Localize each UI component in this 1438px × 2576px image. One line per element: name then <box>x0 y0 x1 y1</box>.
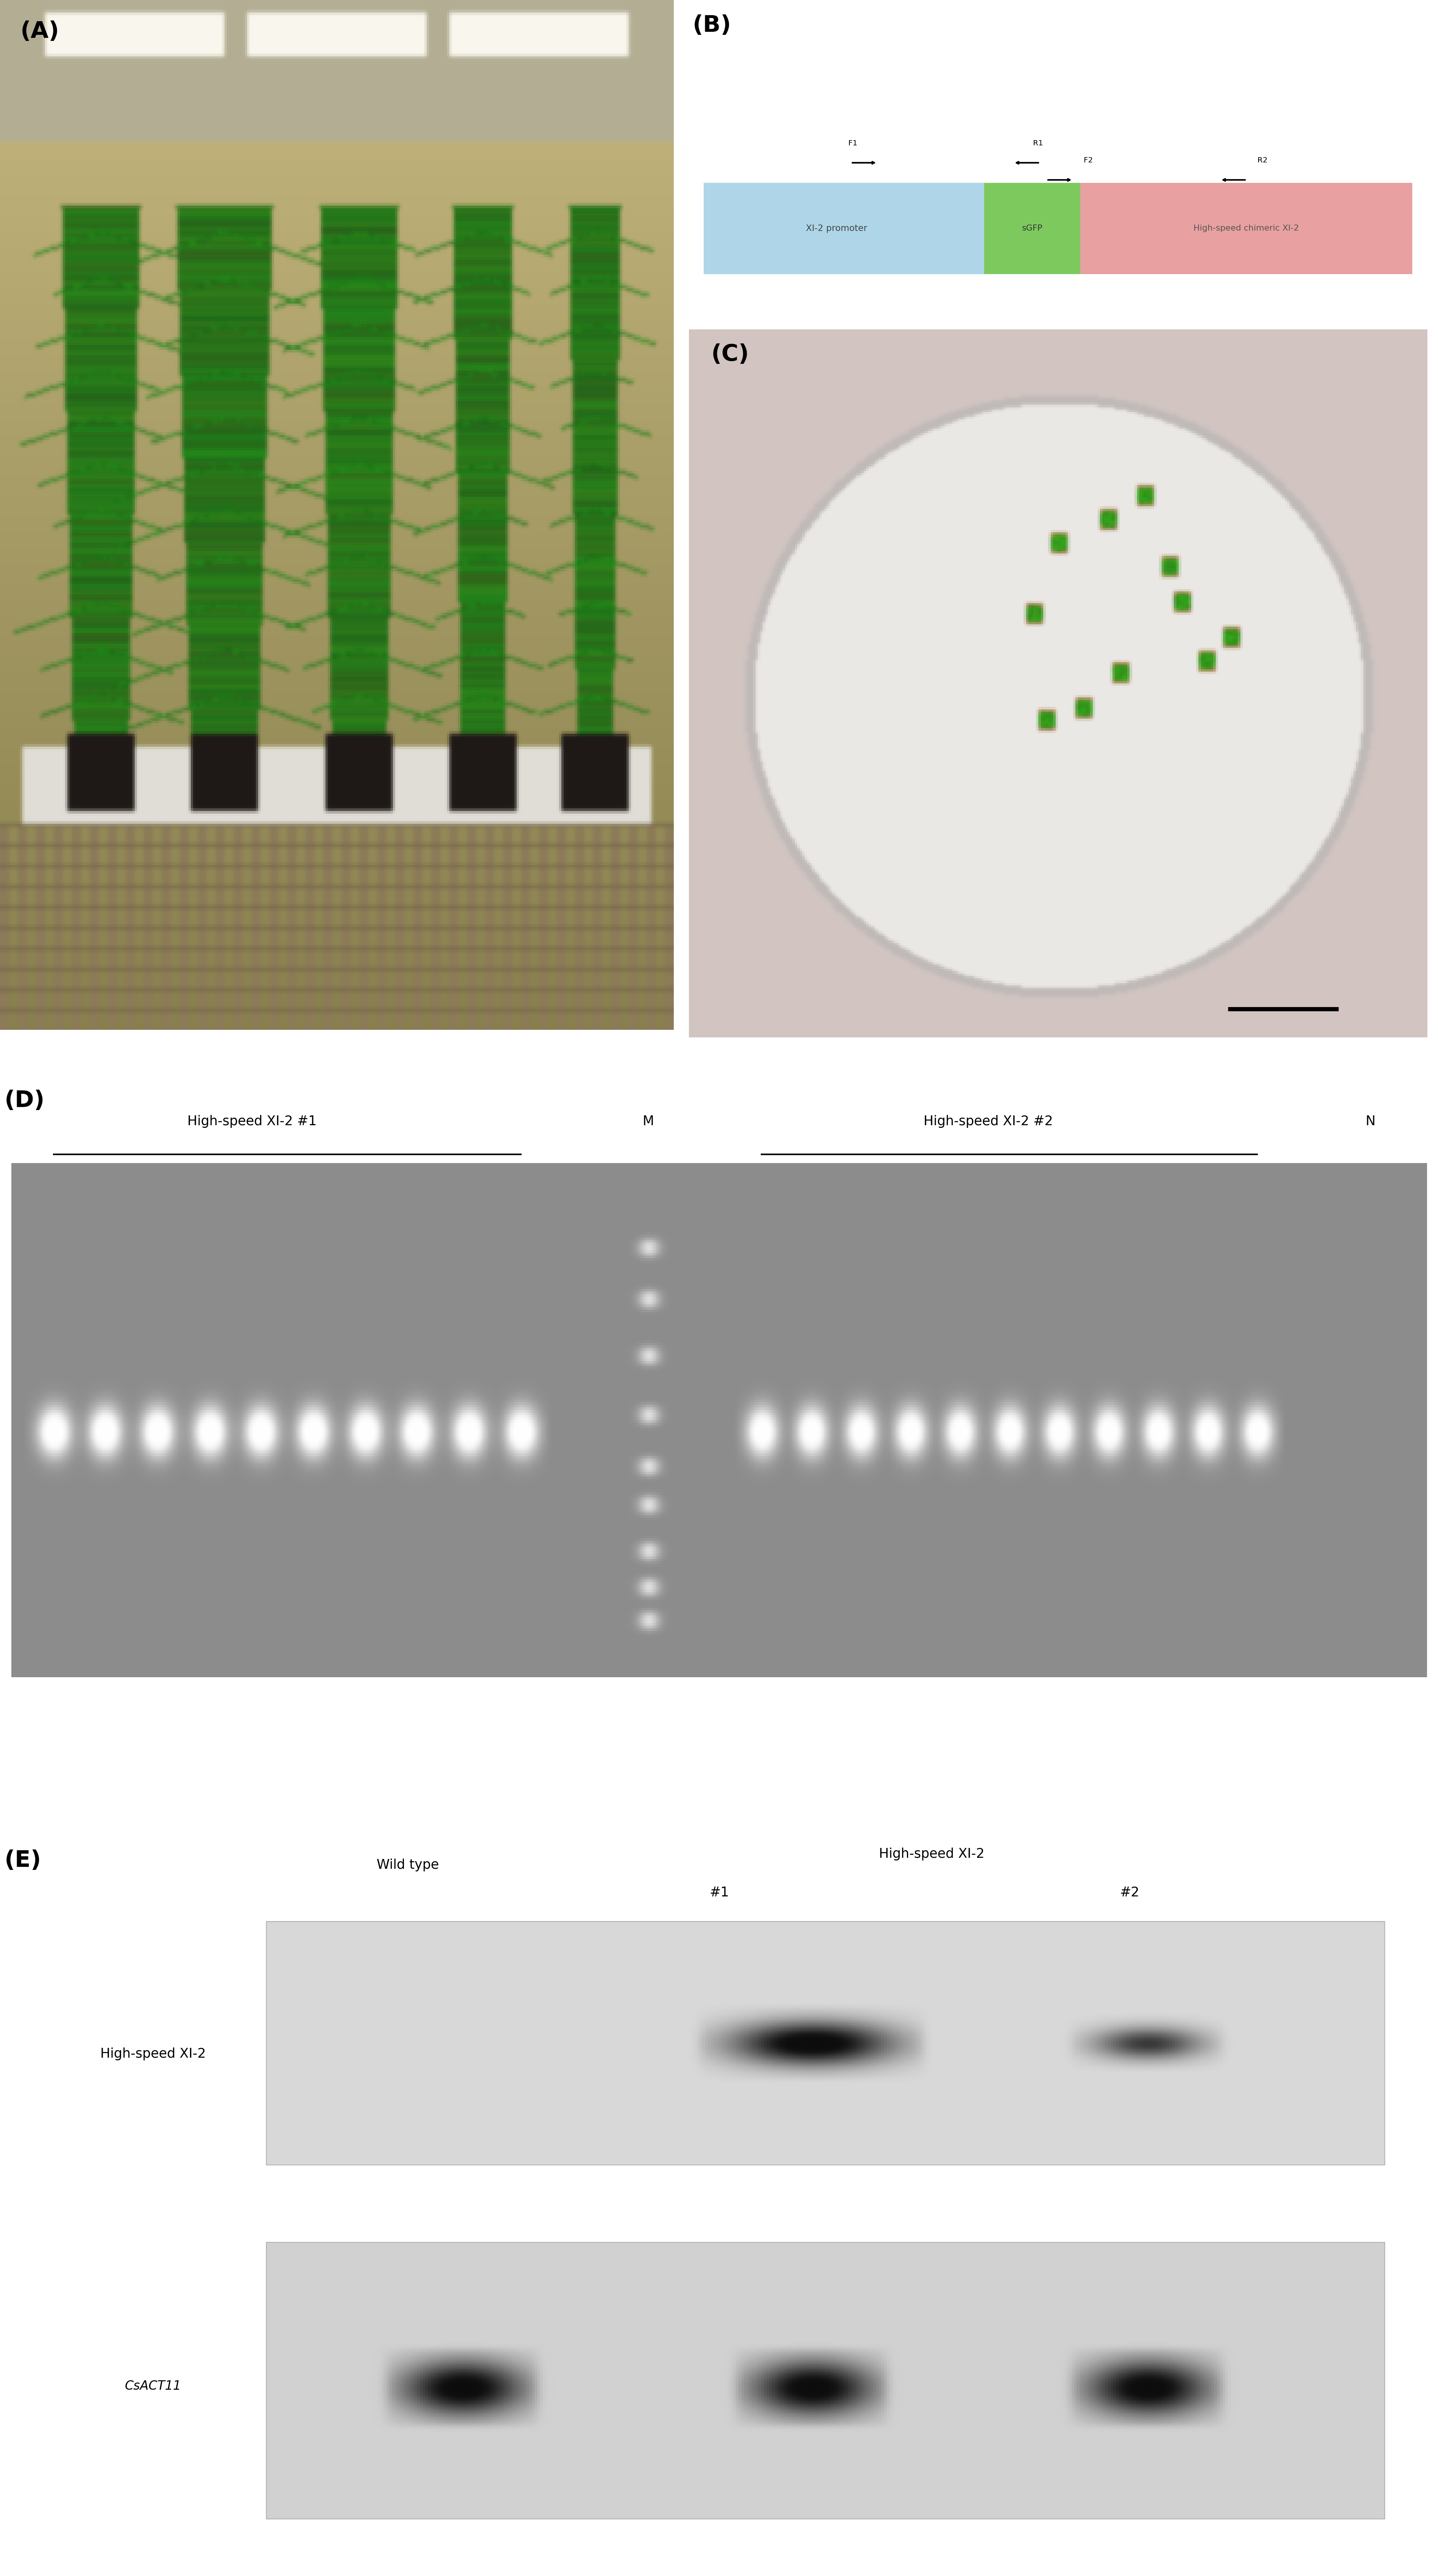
Text: #2: #2 <box>1120 1886 1139 1899</box>
Bar <box>266 1922 1385 2164</box>
Text: (A): (A) <box>20 21 59 44</box>
Text: (D): (D) <box>4 1090 45 1113</box>
Text: F1: F1 <box>848 139 857 147</box>
Bar <box>266 2241 1385 2519</box>
Text: #1: #1 <box>709 1886 729 1899</box>
Text: (B): (B) <box>693 15 732 36</box>
Text: XI-2 promoter: XI-2 promoter <box>805 224 867 232</box>
Bar <box>1080 183 1412 273</box>
Text: N: N <box>1366 1115 1375 1128</box>
Text: High-speed XI-2: High-speed XI-2 <box>101 2048 206 2061</box>
Text: R1: R1 <box>1032 139 1043 147</box>
Text: High-speed XI-2: High-speed XI-2 <box>879 1847 985 1860</box>
Text: High-speed chimeric XI-2: High-speed chimeric XI-2 <box>1194 224 1299 232</box>
Text: (C): (C) <box>710 343 749 366</box>
Text: M: M <box>643 1115 654 1128</box>
Text: CsACT11: CsACT11 <box>125 2380 181 2393</box>
Text: Wild type: Wild type <box>377 1857 439 1870</box>
Polygon shape <box>703 183 1028 273</box>
Text: High-speed XI-2 #2: High-speed XI-2 #2 <box>923 1115 1053 1128</box>
Bar <box>984 183 1080 273</box>
Text: (E): (E) <box>4 1850 42 1873</box>
Text: R2: R2 <box>1257 157 1267 165</box>
Text: sGFP: sGFP <box>1022 224 1043 232</box>
Text: F2: F2 <box>1084 157 1093 165</box>
Text: High-speed XI-2 #1: High-speed XI-2 #1 <box>187 1115 316 1128</box>
